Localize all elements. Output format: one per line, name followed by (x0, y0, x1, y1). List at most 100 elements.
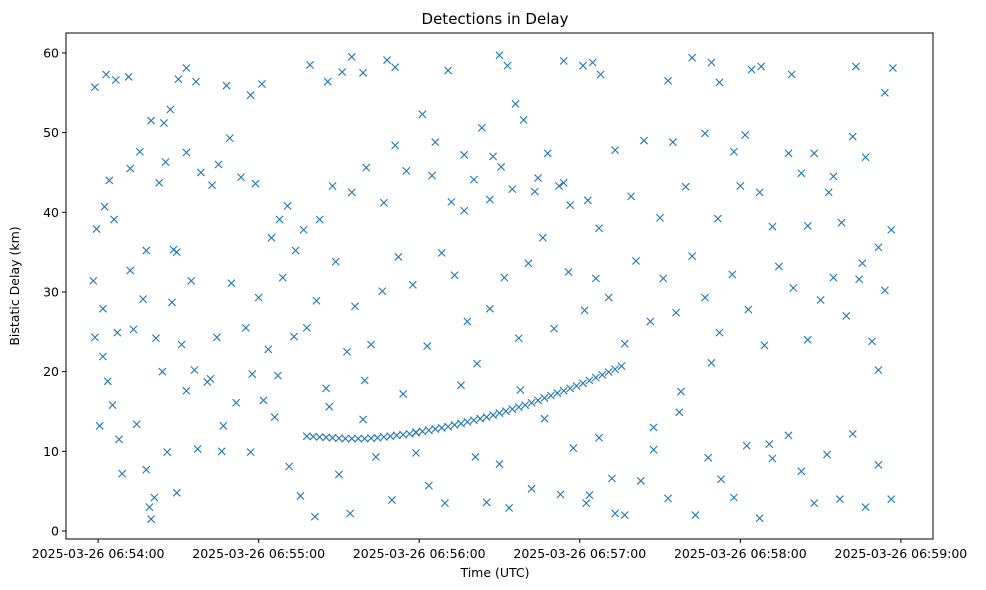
data-point (627, 192, 636, 201)
data-point (842, 311, 851, 320)
data-point (246, 448, 255, 457)
data-point (880, 88, 889, 97)
data-point (379, 433, 388, 441)
data-point (887, 495, 896, 504)
data-point (246, 91, 255, 100)
data-point (664, 76, 673, 85)
data-point (354, 434, 363, 443)
data-point (741, 131, 750, 139)
data-point (129, 325, 138, 334)
data-point (285, 462, 294, 471)
data-point (489, 152, 498, 161)
y-tick-label: 30 (43, 284, 59, 299)
data-point (392, 431, 401, 440)
data-point (163, 448, 172, 457)
data-point (473, 359, 482, 368)
data-point (659, 274, 668, 283)
data-point (108, 401, 117, 410)
data-point (196, 168, 205, 177)
data-point (861, 503, 870, 512)
data-point (257, 80, 266, 88)
chart-title: Detections in Delay (422, 10, 569, 28)
data-point (707, 358, 716, 367)
data-point (275, 215, 284, 224)
data-point (267, 233, 276, 242)
data-point (100, 202, 109, 211)
data-point (757, 62, 766, 71)
data-point (187, 276, 196, 285)
data-point (386, 432, 395, 441)
data-point (254, 293, 263, 302)
data-point (214, 160, 223, 169)
data-point (540, 393, 549, 402)
data-point (595, 433, 604, 442)
data-point (102, 70, 111, 79)
data-point (527, 398, 536, 407)
data-point (554, 182, 563, 190)
data-point (450, 271, 459, 280)
data-point (511, 99, 520, 108)
data-point (373, 433, 382, 442)
data-point (760, 341, 769, 350)
data-point (471, 452, 480, 461)
data-point (172, 488, 181, 497)
data-point (299, 225, 308, 234)
data-point (508, 405, 517, 414)
data-point (408, 280, 417, 289)
data-point (744, 305, 753, 314)
data-point (755, 188, 764, 197)
data-point (482, 413, 491, 422)
data-point (691, 511, 700, 520)
data-point (585, 491, 594, 500)
data-point (423, 342, 432, 351)
data-point (391, 141, 400, 150)
data-point (251, 179, 260, 188)
data-point (482, 498, 491, 507)
data-point (347, 52, 356, 61)
data-point (631, 256, 640, 265)
data-point (387, 495, 396, 504)
y-axis-label: Bistatic Delay (km) (7, 226, 22, 345)
data-point (469, 416, 478, 425)
data-point (412, 448, 420, 457)
data-point (379, 198, 388, 207)
data-point (516, 386, 525, 394)
data-point (402, 166, 411, 175)
x-tick-label: 2025-03-26 06:56:00 (353, 546, 486, 561)
data-point (566, 384, 575, 393)
data-point (166, 105, 175, 114)
data-point (704, 453, 713, 462)
data-point (713, 214, 722, 223)
y-tick-label: 10 (43, 444, 59, 459)
data-point (456, 381, 465, 390)
data-point (147, 116, 156, 125)
data-point (142, 465, 151, 474)
data-point (283, 201, 292, 210)
data-point (405, 429, 414, 438)
data-point (553, 389, 562, 398)
data-point (611, 146, 620, 155)
data-point (237, 173, 245, 182)
data-point (351, 302, 359, 311)
data-point (278, 273, 287, 282)
data-point (768, 222, 777, 231)
data-point (428, 171, 437, 180)
data-point (371, 452, 380, 461)
data-point (787, 70, 796, 79)
data-point (463, 317, 472, 326)
data-point (222, 81, 231, 90)
data-point (217, 447, 226, 456)
data-point (564, 268, 573, 277)
data-point (611, 365, 620, 374)
data-point (556, 490, 565, 499)
data-point (543, 149, 552, 158)
data-point (323, 77, 332, 86)
data-point (437, 423, 446, 432)
data-point (89, 276, 98, 285)
data-point (150, 493, 159, 502)
data-point (797, 467, 806, 476)
x-axis: 2025-03-26 06:54:00 2025-03-26 06:55:00 20… (32, 539, 967, 561)
y-tick-label: 40 (43, 205, 59, 220)
data-point (142, 246, 151, 255)
data-point (110, 215, 119, 224)
